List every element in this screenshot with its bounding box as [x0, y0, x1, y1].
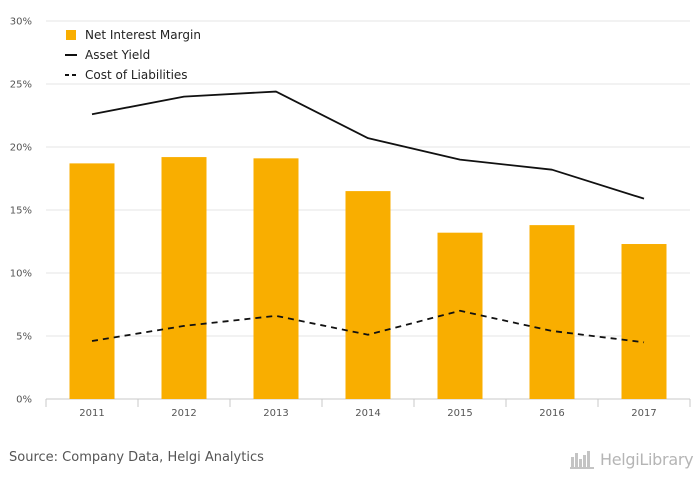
brand-logo: HelgiLibrary: [570, 447, 694, 471]
y-tick-label: 25%: [10, 80, 32, 91]
bar-2012: [161, 157, 207, 399]
source-note: Source: Company Data, Helgi Analytics: [9, 450, 264, 465]
y-tick-label: 20%: [10, 143, 32, 154]
bar-2017: [621, 244, 667, 399]
y-tick-label: 15%: [10, 206, 32, 217]
y-tick-label: 10%: [10, 269, 32, 280]
x-tick-label: 2017: [631, 408, 656, 419]
chart: 0% 5% 10% 15% 20% 25% 30% 2011 2012 2013 2014 2015 2…: [10, 17, 691, 419]
series-line-dashed: [91, 309, 645, 344]
x-tick-label: 2012: [171, 408, 196, 419]
bar-2016: [529, 225, 575, 399]
brand-name: HelgiLibrary: [600, 449, 694, 469]
x-tick-label: 2013: [263, 408, 288, 419]
series-line-solid: [91, 90, 645, 200]
x-tick-label: 2014: [355, 408, 380, 419]
lines: [91, 90, 645, 344]
legend-symbol: [66, 30, 76, 40]
bar-2015: [437, 232, 483, 399]
bar-2014: [345, 191, 391, 399]
bars: [69, 157, 667, 399]
axes: 0% 5% 10% 15% 20% 25% 30% 2011 2012 2013 2014 2015 2…: [10, 17, 691, 419]
y-tick-label: 0%: [16, 395, 32, 406]
legend-label: Net Interest Margin: [85, 28, 201, 42]
y-tick-label: 30%: [10, 17, 32, 28]
helgi-library-logo-icon: [570, 451, 594, 469]
legend: Net Interest Margin Asset Yield Cost of Li…: [65, 28, 201, 82]
bar-2011: [69, 163, 115, 399]
legend-label: Asset Yield: [85, 48, 150, 62]
x-tick-label: 2016: [539, 408, 564, 419]
legend-label: Cost of Liabilities: [85, 68, 188, 82]
bar-2013: [253, 158, 299, 399]
y-tick-label: 5%: [16, 332, 32, 343]
x-tick-label: 2015: [447, 408, 472, 419]
x-tick-label: 2011: [79, 408, 104, 419]
